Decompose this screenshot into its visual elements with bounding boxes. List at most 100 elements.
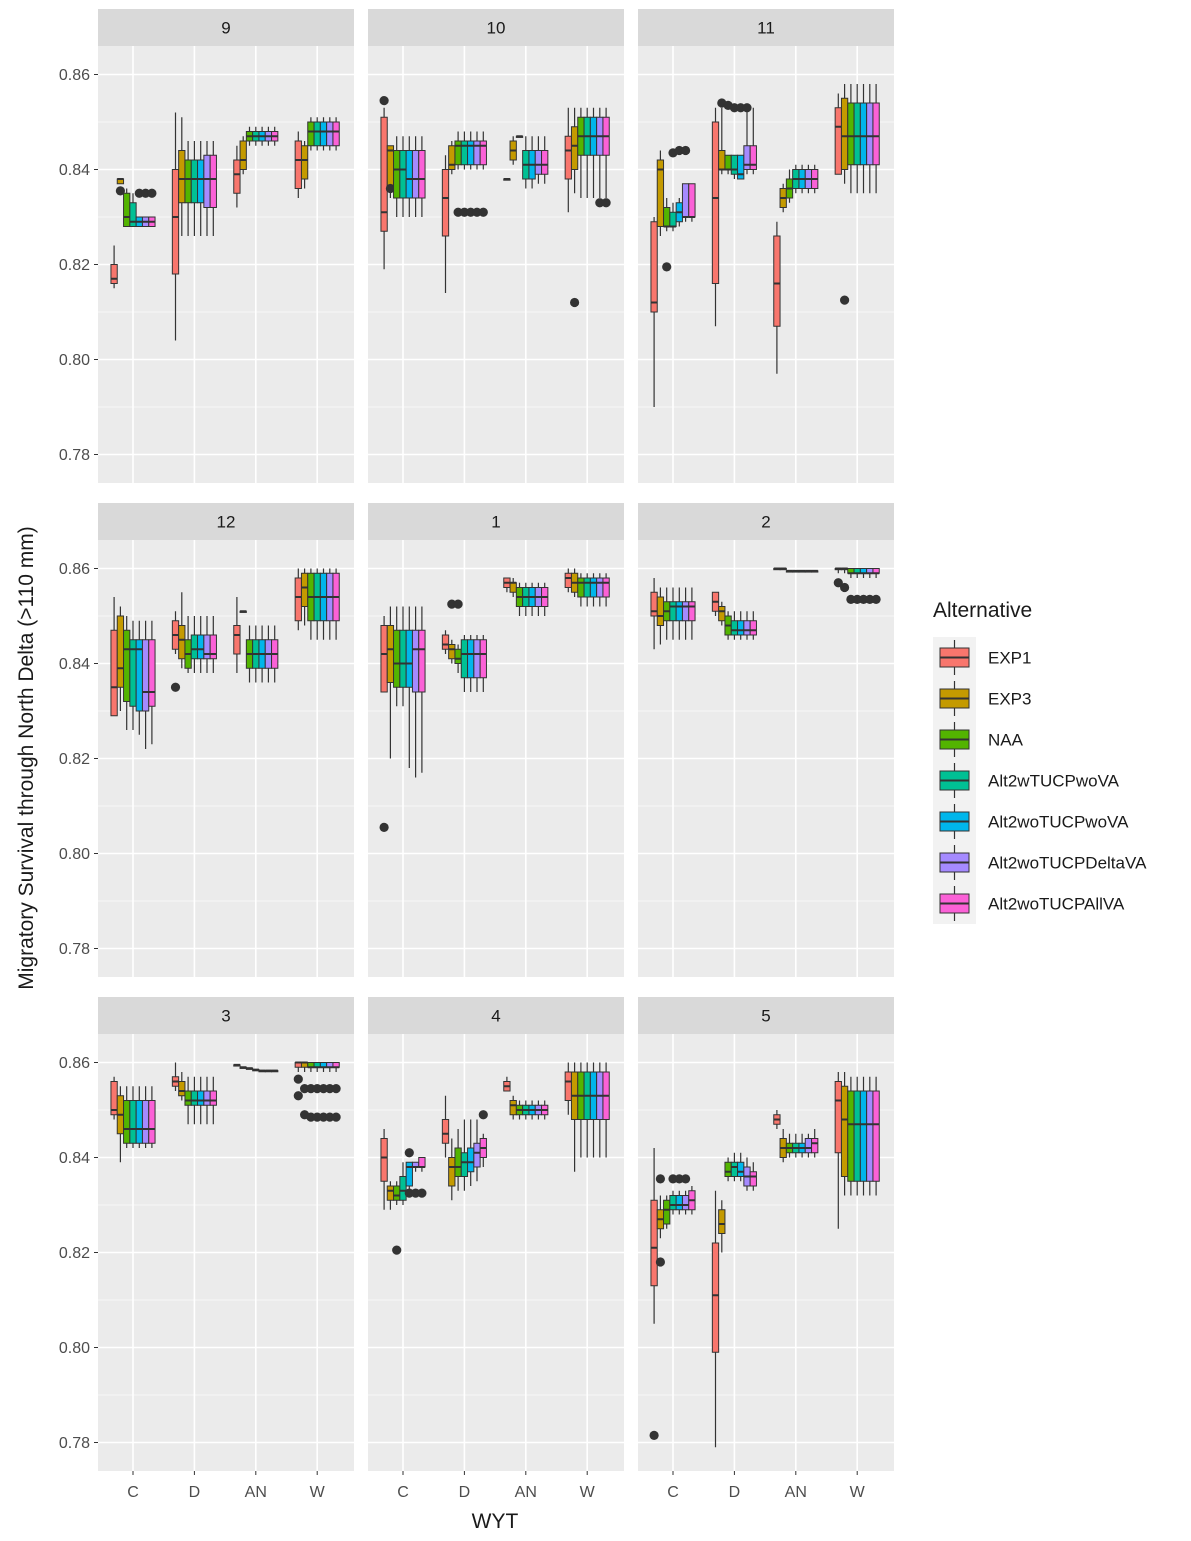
box-body	[866, 102, 874, 166]
box-body	[866, 1090, 874, 1182]
box-body	[840, 97, 849, 170]
facet-panel-3: 3 0.78 0.80 0.82 0.84 0.86 C D AN W	[59, 997, 354, 1501]
box-body	[847, 1090, 855, 1182]
box-body	[460, 639, 469, 679]
box-body	[853, 102, 861, 166]
facet-strip-label: 12	[217, 513, 236, 532]
box-body	[669, 601, 677, 622]
box-NAA	[662, 198, 672, 272]
facet-strip	[638, 997, 894, 1034]
box-body	[135, 639, 143, 712]
box-body	[859, 1090, 868, 1182]
box-Alt2wTUCPwoVA	[313, 117, 321, 151]
box-Alt2woTUCPwoVA	[528, 1100, 536, 1120]
box-body	[737, 154, 745, 180]
facet-strip-label: 11	[757, 19, 775, 38]
box-body	[233, 625, 241, 655]
box-body	[743, 620, 751, 636]
facet-strip	[98, 997, 354, 1034]
box-Alt2woTUCPAllVA	[271, 1069, 279, 1073]
outlier-point	[662, 262, 672, 272]
box-body	[197, 1090, 205, 1106]
box-body	[313, 121, 321, 147]
box-EXP1	[171, 112, 180, 341]
box-Alt2woTUCPDeltaVA	[742, 103, 752, 175]
box-body	[730, 1161, 739, 1177]
box-body	[184, 1090, 192, 1106]
box-EXP3	[239, 136, 247, 175]
facet-strip	[368, 997, 624, 1034]
box-EXP3	[239, 1066, 247, 1069]
box-Alt2woTUCPDeltaVA	[866, 84, 874, 194]
box-body	[171, 169, 180, 275]
outlier-point	[447, 599, 457, 609]
box-body	[441, 169, 450, 237]
box-Alt2wTUCPwoVA	[399, 1162, 407, 1205]
box-Alt2woTUCPwoVA	[798, 1133, 806, 1158]
box-Alt2wTUCPwoVA	[129, 193, 137, 227]
box-body	[448, 1157, 456, 1187]
legend-label: Alt2wTUCPwoVA	[988, 772, 1120, 791]
box-Alt2woTUCPDeltaVA	[203, 616, 211, 673]
box-Alt2woTUCPAllVA	[541, 1100, 549, 1120]
x-tick-label: C	[667, 1484, 679, 1501]
outlier-point	[655, 1174, 666, 1184]
facet-strip	[368, 9, 624, 46]
facet-panel-2: 2	[638, 503, 894, 977]
box-Alt2woTUCPwoVA	[859, 1076, 868, 1196]
outlier-point	[655, 1257, 666, 1267]
box-EXP1	[503, 178, 511, 181]
x-tick-label: AN	[245, 1484, 267, 1501]
box-NAA	[847, 1076, 855, 1196]
outlier-point	[833, 578, 843, 588]
box-EXP1	[441, 630, 450, 654]
legend-item: EXP1	[933, 637, 1031, 678]
box-NAA	[392, 1181, 402, 1255]
facet-strip	[98, 9, 354, 46]
box-body	[577, 577, 585, 598]
legend-item: Alt2wTUCPwoVA	[933, 760, 1120, 801]
box-body	[564, 135, 572, 180]
box-NAA	[724, 611, 732, 640]
box-body	[129, 1100, 137, 1144]
box-EXP3	[779, 567, 787, 571]
box-Alt2woTUCPwoVA	[467, 1119, 475, 1186]
legend-item: NAA	[933, 719, 1024, 760]
box-EXP1	[441, 155, 450, 293]
outlier-point	[293, 1091, 303, 1101]
box-EXP3	[570, 568, 579, 597]
outlier-point	[404, 1188, 414, 1198]
y-tick-label: 0.84	[59, 162, 90, 179]
outlier-point	[681, 1174, 691, 1184]
box-Alt2woTUCPDeltaVA	[866, 1076, 874, 1196]
box-body	[386, 625, 395, 683]
box-EXP1	[650, 217, 658, 407]
x-tick-label: D	[729, 1484, 741, 1501]
box-body	[730, 154, 739, 175]
box-EXP1	[773, 1110, 781, 1129]
box-NAA	[577, 1062, 585, 1158]
box-NAA	[393, 136, 401, 217]
box-body	[737, 1161, 745, 1177]
box-body	[570, 126, 579, 170]
box-body	[675, 601, 683, 622]
box-EXP1	[110, 1076, 118, 1120]
box-body	[737, 620, 745, 636]
box-EXP1	[233, 1063, 241, 1067]
box-Alt2woTUCPDeltaVA	[326, 117, 334, 151]
y-tick-label: 0.84	[59, 656, 90, 673]
box-Alt2woTUCPwoVA	[258, 1069, 266, 1073]
box-EXP3	[300, 141, 309, 189]
box-body	[847, 102, 855, 166]
box-body	[834, 1081, 842, 1154]
box-Alt2woTUCPAllVA	[148, 1086, 156, 1148]
box-EXP1	[294, 131, 302, 198]
outlier-point	[147, 188, 157, 198]
outlier-point	[300, 1084, 310, 1094]
box-Alt2woTUCPDeltaVA	[865, 568, 875, 604]
box-body	[399, 629, 407, 688]
box-Alt2woTUCPDeltaVA	[411, 606, 420, 778]
outlier-point	[459, 207, 469, 217]
box-EXP3	[840, 1072, 849, 1196]
box-body	[473, 140, 481, 166]
